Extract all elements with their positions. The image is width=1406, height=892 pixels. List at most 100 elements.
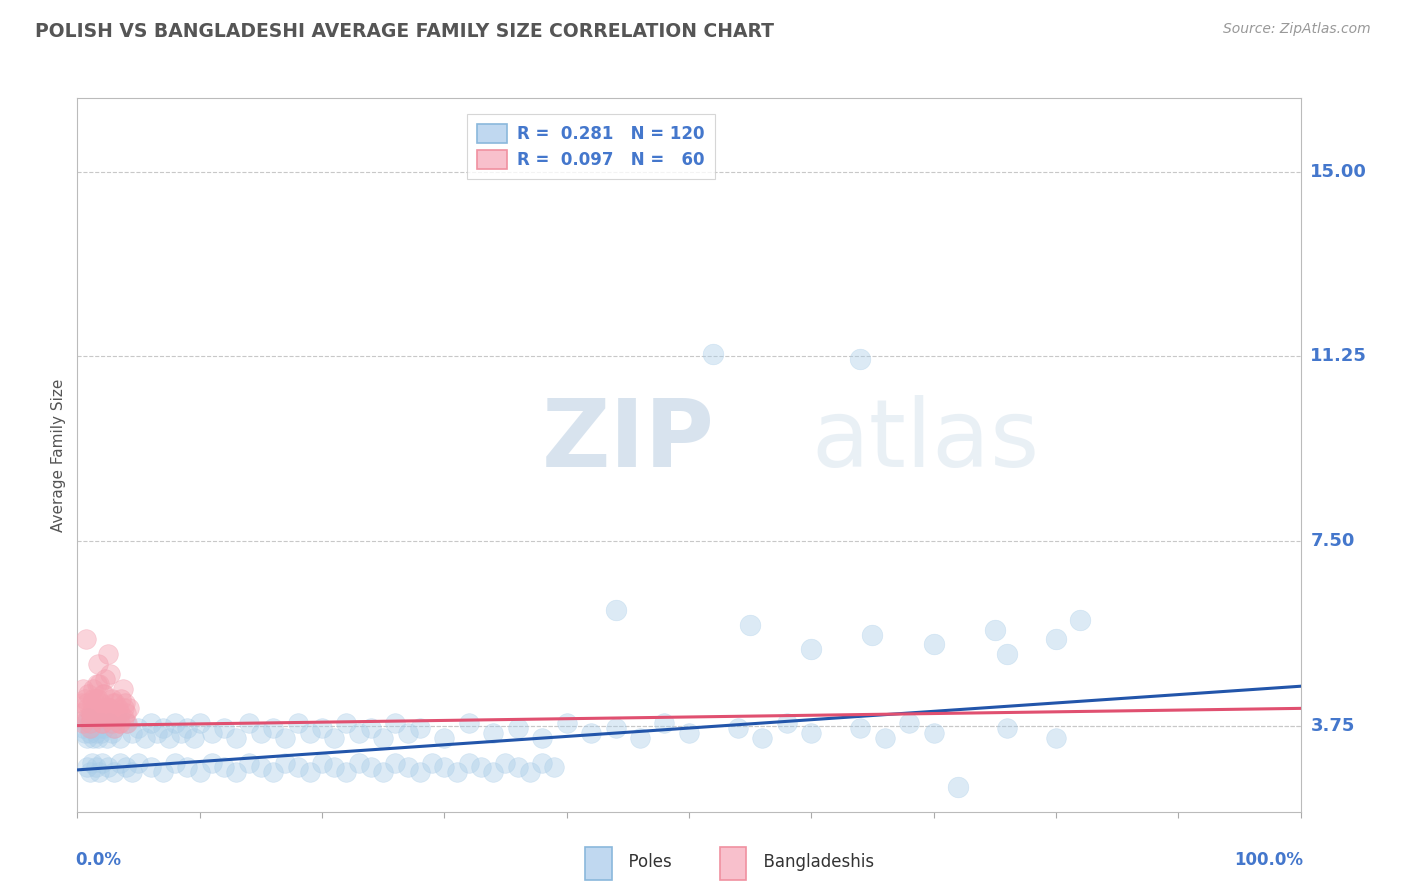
Point (201, 756, 224, 770)
Point (70, 706, 93, 721)
Point (112, 711, 135, 725)
Point (384, 716, 406, 731)
Point (72, 716, 94, 731)
Point (238, 756, 260, 770)
Point (100, 691, 122, 706)
Point (188, 716, 211, 731)
Point (922, 637, 945, 651)
Point (80, 756, 103, 770)
Point (262, 721, 284, 735)
Point (274, 756, 297, 770)
Point (82, 691, 104, 706)
Point (323, 760, 346, 774)
Point (543, 760, 565, 774)
Point (849, 351, 872, 366)
Text: 0.0%: 0.0% (75, 851, 121, 869)
Point (470, 760, 492, 774)
Point (457, 756, 479, 770)
Point (250, 726, 273, 740)
Point (79, 726, 101, 740)
Point (115, 706, 138, 721)
Point (433, 731, 456, 745)
Point (176, 760, 198, 774)
Point (225, 765, 247, 780)
Point (79, 716, 101, 731)
Point (97, 647, 120, 661)
Point (409, 765, 432, 780)
Point (371, 765, 394, 780)
Point (165, 716, 187, 731)
Point (751, 731, 773, 745)
Point (800, 642, 823, 657)
Point (287, 716, 309, 731)
Point (87, 731, 110, 745)
Point (76, 760, 98, 774)
Point (89, 677, 111, 691)
Point (83, 721, 105, 735)
Point (84, 691, 107, 706)
Point (105, 706, 128, 721)
Point (103, 765, 125, 780)
Point (77, 711, 100, 725)
Point (1069, 613, 1091, 627)
Point (86, 711, 108, 725)
Point (76, 731, 98, 745)
Point (127, 756, 149, 770)
Point (298, 726, 321, 740)
Point (605, 603, 627, 617)
Point (97, 701, 120, 715)
Point (862, 627, 884, 641)
Point (519, 765, 541, 780)
Point (212, 760, 235, 774)
Point (482, 765, 505, 780)
Point (98, 711, 121, 725)
Text: 11.25: 11.25 (1310, 348, 1367, 366)
Point (77, 687, 100, 701)
Point (482, 726, 505, 740)
Point (311, 756, 333, 770)
Point (420, 756, 443, 770)
Point (87, 657, 110, 671)
Point (108, 756, 131, 770)
Point (98, 701, 121, 715)
Point (73, 691, 96, 706)
Point (105, 711, 128, 725)
Point (262, 765, 284, 780)
Point (995, 721, 1018, 735)
Point (115, 760, 138, 774)
Point (93, 706, 115, 721)
Point (457, 716, 479, 731)
Point (82, 681, 104, 696)
Point (139, 760, 162, 774)
Point (90, 726, 112, 740)
Point (139, 716, 162, 731)
Point (506, 721, 529, 735)
Point (152, 765, 174, 780)
Point (76, 697, 98, 711)
Point (995, 647, 1018, 661)
Point (347, 726, 370, 740)
Text: 7.50: 7.50 (1310, 532, 1355, 550)
Text: 100.0%: 100.0% (1234, 851, 1303, 869)
Point (80, 721, 103, 735)
Text: ZIP: ZIP (543, 394, 716, 487)
Point (250, 760, 273, 774)
Point (433, 760, 456, 774)
Point (91, 687, 114, 701)
Point (98, 667, 121, 681)
Point (75, 716, 97, 731)
Point (101, 706, 124, 721)
Point (347, 756, 370, 770)
Point (396, 726, 419, 740)
Point (134, 731, 156, 745)
Text: 15.00: 15.00 (1310, 163, 1367, 181)
Point (117, 716, 139, 731)
Point (409, 721, 432, 735)
Point (90, 716, 112, 731)
Point (678, 726, 700, 740)
FancyBboxPatch shape (585, 847, 612, 880)
Point (274, 731, 297, 745)
Text: Source: ZipAtlas.com: Source: ZipAtlas.com (1223, 22, 1371, 37)
Text: 3.75: 3.75 (1310, 716, 1355, 735)
Point (118, 701, 141, 715)
